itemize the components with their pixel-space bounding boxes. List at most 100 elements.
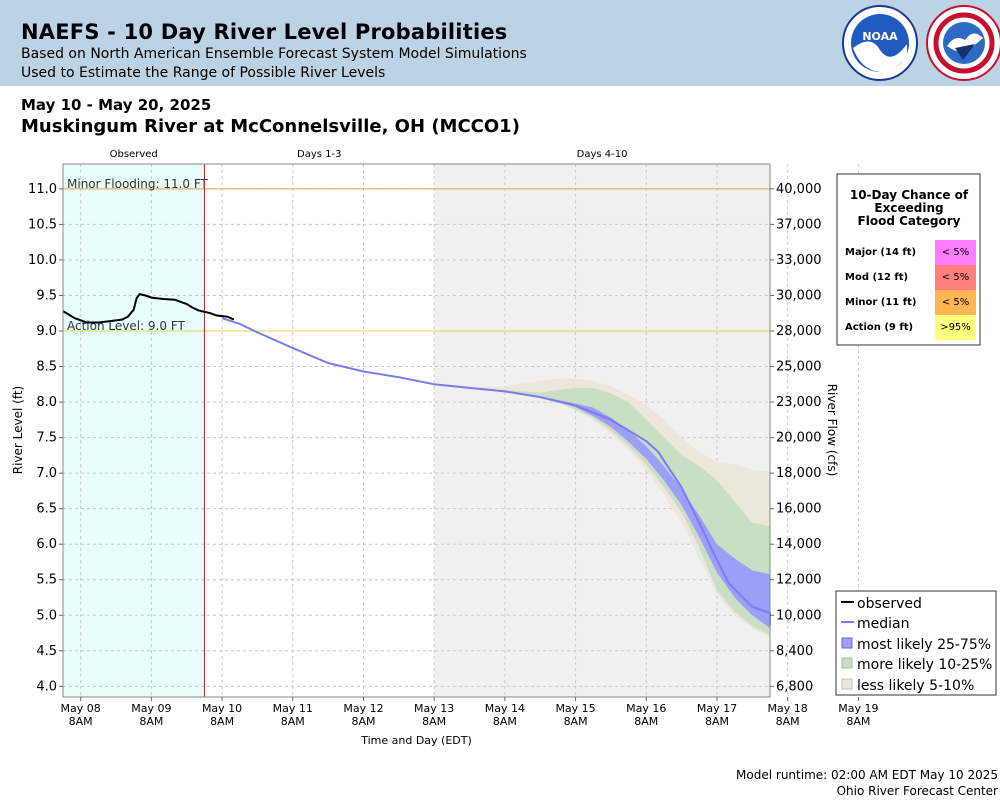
y2-tick-label: 33,000 (776, 253, 822, 268)
x-tick-day: May 19 (838, 702, 878, 715)
x-tick-time: 8AM (634, 715, 658, 728)
chance-row-label: Action (9 ft) (845, 322, 913, 333)
y-tick-label: 5.5 (36, 573, 57, 588)
x-tick-day: May 13 (414, 702, 454, 715)
forecast-center: Ohio River Forecast Center (836, 784, 998, 798)
chance-box-title: Flood Category (858, 214, 961, 228)
y-tick-label: 5.0 (36, 608, 57, 623)
y2-axis-title: River Flow (cfs) (825, 384, 839, 477)
chance-row-swatch (935, 290, 976, 315)
x-tick-time: 8AM (139, 715, 163, 728)
x-tick-day: May 10 (202, 702, 242, 715)
section-label: Observed (110, 149, 158, 160)
legend-label: less likely 5-10% (857, 678, 974, 694)
observed-line (62, 292, 235, 324)
x-tick-day: May 08 (61, 702, 101, 715)
x-tick-day: May 16 (626, 702, 666, 715)
x-tick-day: May 12 (343, 702, 383, 715)
x-tick-time: 8AM (69, 715, 93, 728)
y2-tick-label: 10,000 (776, 608, 822, 623)
legend-label: median (857, 616, 909, 632)
plot-frame (62, 163, 771, 698)
header-banner: NAEFS - 10 Day River Level Probabilities… (0, 0, 1000, 86)
x-axis-title: Time and Day (EDT) (360, 734, 472, 747)
x-tick-day: May 14 (485, 702, 525, 715)
observed-region (63, 164, 205, 697)
x-tick-time: 8AM (776, 715, 800, 728)
x-tick-time: 8AM (493, 715, 517, 728)
y2-tick-label: 40,000 (776, 182, 822, 197)
chance-row-swatch (935, 265, 976, 290)
y2-tick-label: 18,000 (776, 466, 822, 481)
x-tick-time: 8AM (705, 715, 729, 728)
chance-row-swatch (935, 240, 976, 265)
chance-row-value: < 5% (942, 247, 969, 258)
x-tick-day: May 15 (555, 702, 595, 715)
y2-tick-label: 12,000 (776, 573, 822, 588)
date-range: May 10 - May 20, 2025 (21, 96, 212, 114)
chance-row-value: < 5% (942, 272, 969, 283)
y-tick-label: 11.0 (28, 182, 57, 197)
chance-row-label: Minor (11 ft) (845, 297, 916, 308)
y2-tick-label: 23,000 (776, 395, 822, 410)
legend-swatch-10-25 (841, 657, 853, 669)
section-label: Days 1-3 (297, 149, 341, 160)
x-tick-day: May 17 (697, 702, 737, 715)
subtitle-line-1: Based on North American Ensemble Forecas… (21, 46, 527, 62)
chance-box-title: Exceeding (874, 201, 943, 215)
y2-tick-label: 25,000 (776, 360, 822, 375)
y-tick-label: 10.5 (28, 217, 57, 232)
y-tick-label: 8.5 (36, 360, 57, 375)
y2-tick-label: 28,000 (776, 324, 822, 339)
y-tick-label: 4.0 (36, 679, 57, 694)
noaa-logo-icon: NOAA (842, 5, 918, 81)
x-tick-time: 8AM (564, 715, 588, 728)
y-tick-label: 8.0 (36, 395, 57, 410)
legend-label: most likely 25-75% (857, 637, 991, 653)
y-tick-label: 9.5 (36, 288, 57, 303)
y2-tick-label: 14,000 (776, 537, 822, 552)
y2-tick-label: 6,800 (776, 679, 813, 694)
svg-text:NOAA: NOAA (862, 30, 898, 43)
y-tick-label: 10.0 (28, 253, 57, 268)
band-10-25 (222, 318, 771, 674)
days-4-10-region (434, 164, 770, 697)
x-tick-time: 8AM (281, 715, 305, 728)
x-tick-day: May 18 (768, 702, 808, 715)
y2-tick-label: 30,000 (776, 288, 822, 303)
y2-tick-label: 20,000 (776, 431, 822, 446)
y2-tick-label: 16,000 (776, 502, 822, 517)
y2-tick-label: 8,400 (776, 644, 813, 659)
chance-row-swatch (935, 315, 976, 340)
legend-label: observed (857, 596, 922, 612)
y-tick-label: 7.0 (36, 466, 57, 481)
station-title: Muskingum River at McConnelsville, OH (M… (21, 116, 520, 137)
legend-box (835, 590, 997, 696)
legend-swatch-25-75 (841, 637, 853, 649)
section-label: Days 4-10 (577, 149, 628, 160)
y-tick-label: 9.0 (36, 324, 57, 339)
legend-label: more likely 10-25% (857, 657, 992, 673)
y-tick-label: 7.5 (36, 431, 57, 446)
chance-row-label: Major (14 ft) (845, 247, 916, 258)
x-tick-time: 8AM (422, 715, 446, 728)
y-tick-label: 4.5 (36, 644, 57, 659)
y-axis-title: River Level (ft) (11, 386, 25, 474)
y2-tick-label: 37,000 (776, 217, 822, 232)
chance-row-label: Mod (12 ft) (845, 272, 908, 283)
y-tick-label: 6.5 (36, 502, 57, 517)
nws-logo-icon (926, 5, 1000, 81)
subtitle-line-2: Used to Estimate the Range of Possible R… (21, 65, 386, 81)
chance-box-title: 10-Day Chance of (850, 188, 969, 202)
page-title: NAEFS - 10 Day River Level Probabilities (21, 20, 508, 44)
minor-flood-label: Minor Flooding: 11.0 FT (67, 177, 209, 191)
x-tick-time: 8AM (846, 715, 870, 728)
x-tick-day: May 09 (131, 702, 171, 715)
x-tick-time: 8AM (351, 715, 375, 728)
y-tick-label: 6.0 (36, 537, 57, 552)
chance-row-value: < 5% (942, 297, 969, 308)
x-tick-day: May 11 (273, 702, 313, 715)
model-runtime: Model runtime: 02:00 AM EDT May 10 2025 (736, 768, 998, 782)
x-tick-time: 8AM (210, 715, 234, 728)
